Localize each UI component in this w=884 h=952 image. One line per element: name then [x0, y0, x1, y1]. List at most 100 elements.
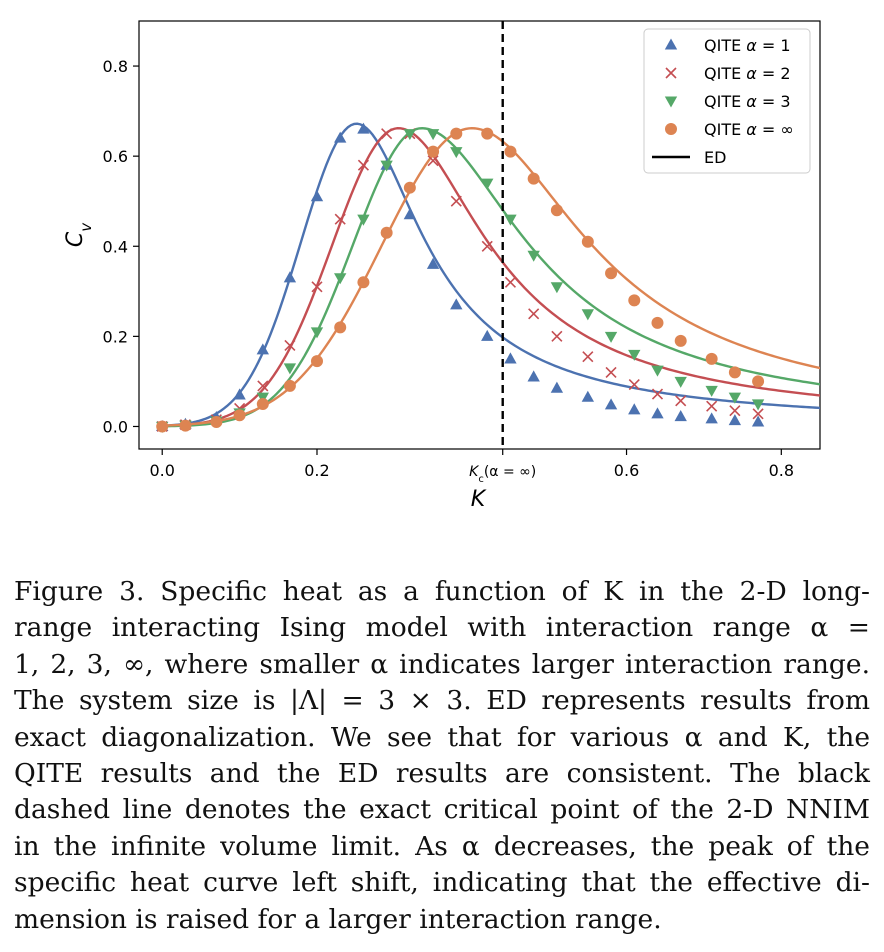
data-point-s3 — [380, 160, 393, 172]
data-point-s2 — [706, 400, 718, 412]
legend-label: QITE α = 1 — [704, 36, 791, 55]
caption-line: range interacting Ising model with inter… — [14, 612, 870, 644]
data-point-s4 — [156, 420, 169, 433]
data-point-s1 — [283, 271, 297, 283]
y-tick-label: 0.4 — [103, 237, 128, 256]
data-point-s2 — [357, 159, 369, 171]
x-tick-label: 0.2 — [304, 461, 329, 480]
data-point-s2 — [551, 330, 563, 342]
caption-line: Figure 3. Specific heat as a function of… — [14, 576, 870, 607]
data-point-s2 — [284, 339, 296, 351]
data-point-s2 — [427, 155, 439, 167]
data-point-s4 — [357, 276, 370, 289]
data-point-s2 — [628, 379, 640, 391]
qite-markers — [156, 122, 765, 433]
data-point-s1 — [334, 131, 347, 143]
data-point-s2 — [752, 408, 764, 420]
data-point-s1 — [550, 381, 564, 393]
data-point-s1 — [527, 370, 540, 382]
data-point-s1 — [651, 407, 664, 419]
caption-line: mension is raised for a larger interacti… — [14, 903, 662, 935]
data-point-s2 — [729, 405, 741, 417]
caption-line: QITE results and the ED results are cons… — [14, 758, 870, 790]
ed-curve-1 — [162, 122, 820, 427]
data-point-s3 — [403, 129, 417, 141]
legend-label: QITE α = 2 — [704, 64, 791, 83]
legend-marker — [665, 123, 677, 135]
legend-marker — [665, 67, 677, 79]
data-point-s4 — [752, 375, 765, 388]
data-point-s2 — [334, 213, 346, 225]
data-point-s4 — [310, 355, 323, 368]
x-tick-label: Kc(α = ∞) — [469, 464, 536, 485]
data-point-s4 — [605, 267, 618, 280]
x-tick-label: 0.6 — [614, 461, 639, 480]
caption-line: dashed line denotes the exact critical p… — [14, 794, 870, 826]
caption-line: in the infinite volume limit. As α decre… — [14, 830, 870, 862]
data-point-s4 — [651, 316, 664, 329]
data-point-s4 — [233, 409, 246, 422]
data-point-s2 — [582, 351, 594, 363]
caption-line: specific heat curve left shift, indicati… — [14, 867, 870, 899]
data-point-s2 — [450, 195, 462, 207]
x-tick-label: 0.8 — [769, 461, 794, 480]
figure-caption: Figure 3. Specific heat as a function of… — [14, 574, 870, 938]
data-point-s4 — [179, 419, 192, 432]
caption-line: The system size is |Λ| = 3 × 3. ED repre… — [14, 685, 870, 717]
data-point-s1 — [403, 208, 417, 220]
data-point-s1 — [581, 390, 595, 402]
specific-heat-chart: 0.0 0.2 Kc(α = ∞) 0.6 0.8 0.00.20.40.60.8 K … — [63, 20, 821, 512]
y-axis-ticks: 0.0 0.2 0.4 0.6 0.8 — [103, 57, 139, 436]
legend-label: QITE α = ∞ — [704, 120, 794, 139]
data-point-s3 — [651, 365, 664, 377]
data-point-s4 — [628, 294, 641, 307]
data-point-s1 — [705, 412, 718, 424]
y-tick-label: 0.0 — [103, 417, 128, 436]
data-point-s4 — [504, 145, 517, 158]
data-point-s3 — [581, 309, 595, 321]
data-point-s3 — [527, 250, 540, 262]
data-point-s2 — [257, 380, 269, 392]
y-tick-label: 0.2 — [103, 327, 128, 346]
data-point-s1 — [504, 352, 517, 364]
y-tick-label: 0.6 — [103, 147, 128, 166]
data-point-s4 — [728, 366, 741, 379]
data-point-s4 — [450, 127, 463, 140]
ed-curves — [162, 122, 820, 428]
data-point-s1 — [751, 415, 765, 427]
y-axis-label: Cv — [63, 222, 95, 247]
data-point-s3 — [310, 327, 324, 339]
legend-box — [643, 28, 811, 174]
data-point-s3 — [283, 363, 297, 375]
legend: QITE α = 1 QITE α = 2 QITE α = 3 QITE α = ∞… — [643, 28, 811, 174]
data-point-s1 — [674, 410, 687, 422]
data-point-s3 — [481, 178, 494, 190]
data-point-s3 — [450, 147, 463, 159]
data-point-s4 — [550, 204, 563, 217]
data-point-s1 — [728, 414, 742, 426]
data-point-s1 — [426, 257, 440, 269]
legend-marker — [664, 38, 678, 50]
data-point-s4 — [674, 334, 687, 347]
data-point-s1 — [357, 122, 370, 134]
data-point-s2 — [605, 366, 617, 378]
data-point-s1 — [628, 403, 641, 415]
data-point-s4 — [427, 145, 440, 158]
data-point-s1 — [233, 388, 246, 400]
data-point-s3 — [334, 273, 347, 285]
x-axis-ticks: 0.0 0.2 Kc(α = ∞) 0.6 0.8 — [149, 449, 794, 485]
data-point-s4 — [334, 321, 347, 334]
data-point-s1 — [604, 398, 618, 410]
data-point-s1 — [481, 329, 494, 341]
data-point-s4 — [210, 415, 223, 428]
data-point-s4 — [481, 127, 494, 140]
data-point-s2 — [528, 308, 540, 320]
x-axis-label: K — [471, 487, 487, 512]
data-point-s3 — [550, 282, 564, 294]
data-point-s3 — [604, 331, 618, 343]
data-point-s3 — [426, 129, 440, 141]
data-point-s3 — [705, 385, 718, 397]
legend-label: ED — [704, 148, 726, 167]
data-point-s3 — [728, 392, 742, 404]
data-point-s2 — [675, 395, 687, 407]
